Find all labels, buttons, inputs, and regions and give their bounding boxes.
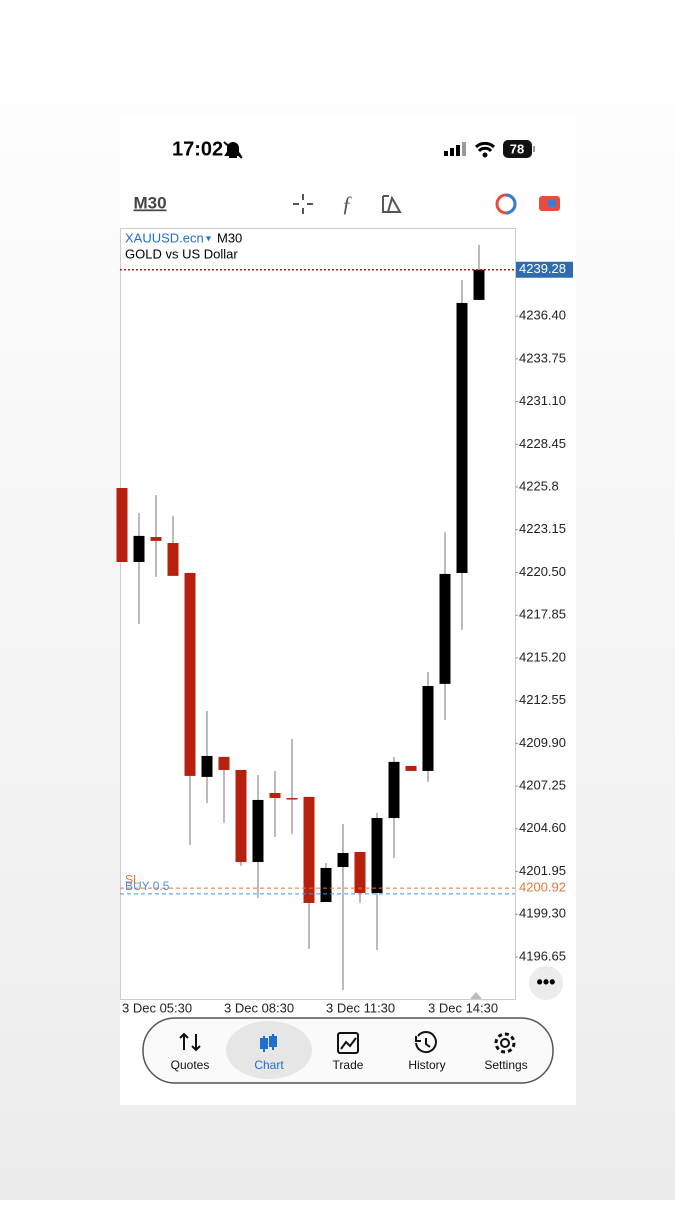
y-tick-label: 4196.65 <box>519 948 566 963</box>
sl-price-tag-bg <box>516 880 574 896</box>
wifi-dot <box>482 152 488 158</box>
x-tick-label: 3 Dec 08:30 <box>224 1000 294 1015</box>
x-tick-label: 3 Dec 14:30 <box>428 1000 498 1015</box>
candle-body <box>252 799 264 863</box>
symbol[interactable]: XAUUSD.ecn <box>125 230 204 245</box>
account-icon-half <box>505 193 517 215</box>
candle-body <box>116 488 128 563</box>
mute-icon <box>223 141 243 159</box>
y-tick-label: 4223.15 <box>519 521 566 536</box>
y-tick-label: 4220.50 <box>519 564 566 579</box>
candle-body <box>286 798 298 800</box>
wifi-icon <box>474 141 496 153</box>
settings-icon <box>500 1038 510 1048</box>
x-tick-label: 3 Dec 05:30 <box>122 1000 192 1015</box>
candle-body <box>218 756 230 770</box>
sl-price-tag: 4200.92 <box>519 880 566 895</box>
y-tick-label: 4199.30 <box>519 906 566 921</box>
candle-body <box>150 537 162 541</box>
chart-icon-body <box>260 1038 268 1049</box>
indicators-icon[interactable]: ƒ <box>342 191 353 216</box>
candle-body <box>405 765 417 771</box>
y-tick-label: 4212.55 <box>519 692 566 707</box>
nav-icons <box>179 1031 516 1054</box>
candle-body <box>371 818 383 893</box>
candle-body <box>456 302 468 573</box>
candle-body <box>303 796 315 903</box>
symbol-description: GOLD vs US Dollar <box>125 246 238 261</box>
quotes-icon <box>179 1032 201 1052</box>
y-tick-label: 4215.20 <box>519 649 566 664</box>
phone-screen <box>120 115 576 1105</box>
candle-body <box>201 755 213 777</box>
scroll-marker <box>470 992 482 999</box>
candle-body <box>354 852 366 893</box>
candle-body <box>235 769 247 863</box>
x-tick-label: 3 Dec 11:30 <box>326 1000 395 1015</box>
nav-active-bg <box>226 1021 312 1079</box>
y-tick-label: 4207.25 <box>519 778 566 793</box>
price-tag-bg <box>516 261 573 278</box>
nav-item[interactable]: Quotes <box>171 1058 210 1072</box>
candle-body <box>269 793 281 799</box>
y-tick-label: 4201.95 <box>519 863 566 878</box>
battery-level: 78 <box>510 141 524 156</box>
crosshair-icon[interactable] <box>293 194 313 214</box>
more-button[interactable] <box>529 966 563 1000</box>
signal-icon <box>444 142 466 156</box>
more-button-dots: ••• <box>537 972 556 992</box>
candle-body <box>422 685 434 771</box>
clock: 17:02 <box>172 138 223 160</box>
candle-body <box>388 761 400 819</box>
order-label: BUY 0.5 <box>125 879 170 893</box>
order-label: SL <box>125 872 140 886</box>
candle-body <box>473 269 485 300</box>
y-tick-label: 4217.85 <box>519 607 566 622</box>
candle-body <box>133 535 145 563</box>
y-tick-label: 4233.75 <box>519 350 566 365</box>
y-tick-label: 4225.8 <box>519 478 559 493</box>
candle-body <box>167 542 179 576</box>
chart-timeframe: M30 <box>217 230 242 245</box>
battery <box>503 140 532 158</box>
chart-icon-body <box>269 1036 277 1047</box>
price-tag: 4239.28 <box>519 261 566 276</box>
battery-tip <box>533 146 535 152</box>
timeframe-button[interactable]: M30 <box>133 193 166 212</box>
y-tick-label: 4228.45 <box>519 436 566 451</box>
y-tick-label: 4231.10 <box>519 393 566 408</box>
nav-item[interactable]: Chart <box>254 1058 284 1072</box>
candle-body <box>320 867 332 902</box>
nav-bar <box>142 1017 554 1084</box>
y-tick-label: 4236.40 <box>519 308 566 323</box>
plot-frame <box>120 228 516 1000</box>
settings-icon-gear <box>494 1032 516 1054</box>
nav-item[interactable]: History <box>408 1058 445 1072</box>
candle-body <box>337 852 349 868</box>
history-icon <box>415 1031 437 1054</box>
trade-icon-inner <box>548 200 556 207</box>
nav-item[interactable]: Trade <box>333 1058 364 1072</box>
trade-nav-line <box>340 1037 357 1050</box>
nav-item[interactable]: Settings <box>484 1058 527 1072</box>
y-tick-label: 4204.60 <box>519 820 566 835</box>
symbol-caret: ▾ <box>206 234 211 245</box>
objects-icon[interactable] <box>382 195 402 213</box>
candle-body <box>184 572 196 776</box>
trade-nav-icon <box>337 1032 359 1054</box>
candle-body <box>439 573 451 684</box>
y-tick-label: 4209.90 <box>519 735 566 750</box>
